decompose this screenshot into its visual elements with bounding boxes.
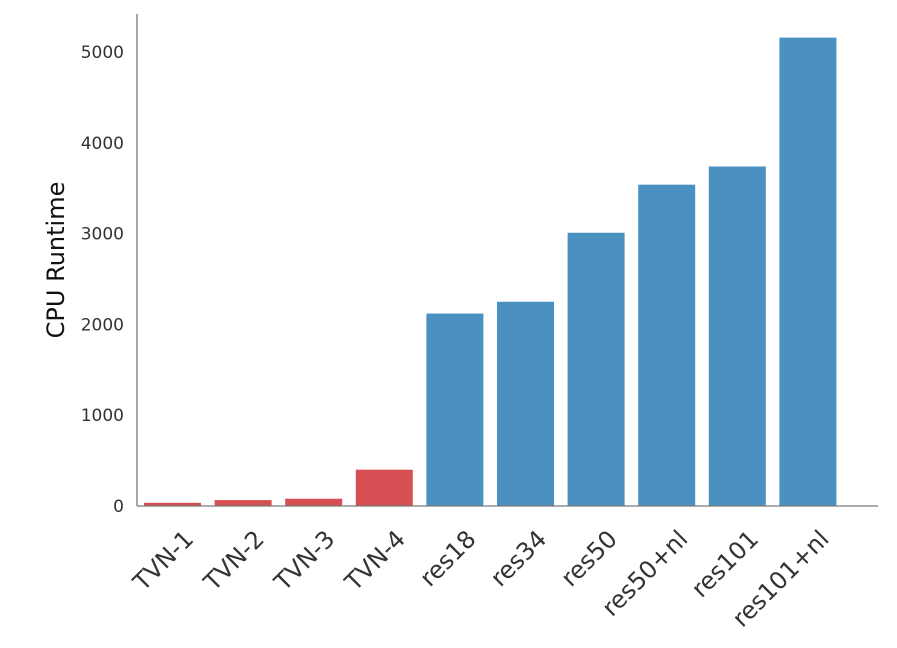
bars-group (144, 37, 837, 506)
bar-TVN-2 (214, 500, 272, 506)
y-ticks-group: 0 1000 2000 3000 4000 5000 (81, 43, 124, 517)
y-tick-label: 2000 (81, 315, 124, 335)
x-tick-label: TVN-1 (127, 525, 199, 597)
x-ticks-group: TVN-1 TVN-2 TVN-3 TVN-4 res18 res34 res50res50… (127, 525, 835, 633)
y-tick-label: 5000 (81, 43, 124, 63)
x-tick-label: TVN-3 (268, 525, 340, 597)
bar-res18 (426, 313, 484, 506)
x-tick-label: res34 (485, 525, 552, 592)
bar-res50 (567, 232, 625, 506)
y-tick-label: 3000 (81, 225, 124, 245)
y-axis-title: CPU Runtime (42, 182, 70, 339)
bar-res101+nl (779, 37, 837, 506)
x-tick-label: TVN-4 (339, 525, 411, 597)
bar-res34 (497, 301, 554, 506)
bar-res50+nl (638, 184, 696, 506)
bar-TVN-3 (285, 498, 343, 506)
x-tick-label: TVN-2 (198, 525, 270, 597)
x-tick-label: res18 (414, 525, 481, 592)
bar-TVN-4 (355, 469, 413, 506)
bar-TVN-1 (144, 502, 201, 506)
x-tick-label: res50 (555, 525, 622, 592)
y-tick-label: 0 (113, 497, 124, 517)
y-tick-label: 4000 (81, 134, 124, 154)
bar-res101 (708, 166, 766, 506)
y-tick-label: 1000 (81, 406, 124, 426)
